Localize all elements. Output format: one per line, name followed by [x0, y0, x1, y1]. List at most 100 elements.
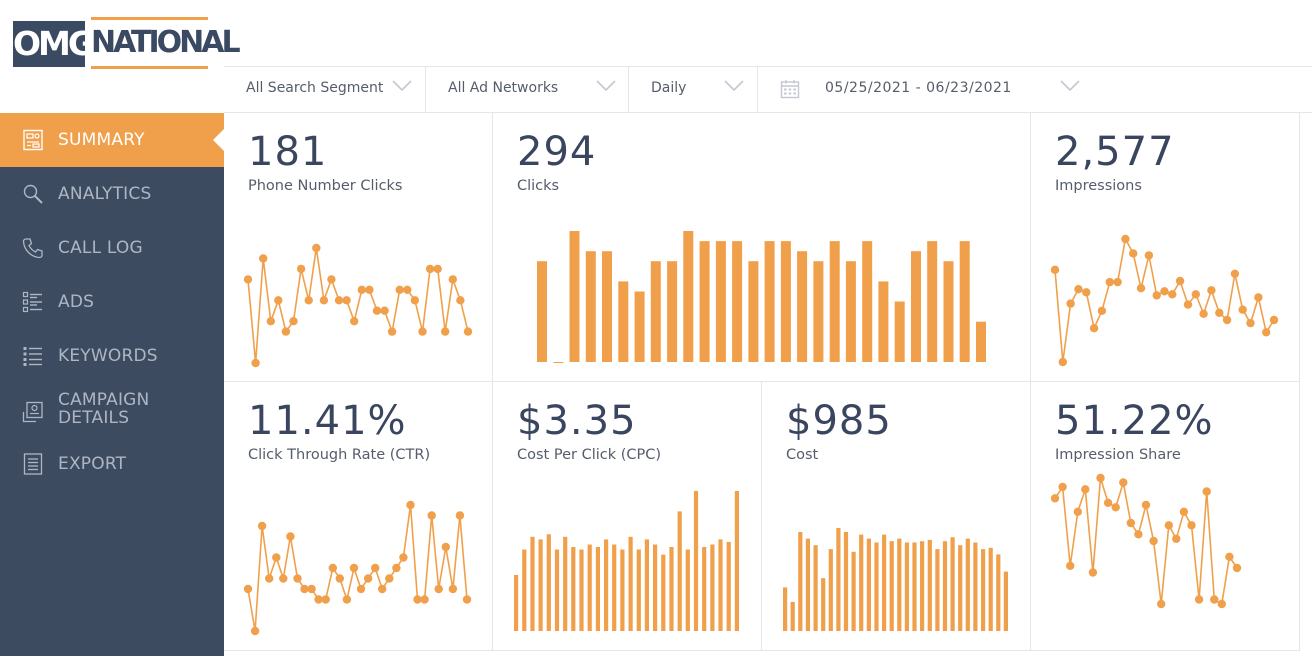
segment-dropdown[interactable]: All Search Segment: [224, 67, 426, 113]
network-dropdown[interactable]: All Ad Networks: [426, 67, 629, 113]
chart-bar: [644, 539, 649, 631]
sidebar-item-call-log[interactable]: CALL LOG: [0, 221, 224, 275]
chart-point: [1269, 315, 1279, 325]
sidebar-item-label: ANALYTICS: [58, 184, 152, 204]
chart-bar: [780, 241, 791, 362]
chart-point: [266, 317, 275, 326]
chart-point: [387, 327, 397, 336]
chart-point: [365, 285, 374, 294]
chart-point: [279, 574, 288, 583]
chart-bar: [904, 542, 909, 631]
sidebar-item-campaign-details[interactable]: CAMPAIGN DETAILS: [0, 383, 224, 437]
chart-line: [247, 504, 468, 632]
chart-point: [395, 285, 404, 294]
chart-point: [1262, 328, 1271, 337]
chevron-down-icon: [724, 80, 744, 92]
chart-point: [1183, 300, 1193, 309]
metric-card-clicks: 294 Clicks: [493, 113, 1031, 382]
chart-point: [463, 327, 473, 336]
chart-bar: [843, 532, 849, 631]
chart-bar: [797, 251, 808, 362]
chart-point: [448, 275, 457, 284]
chart-point: [356, 584, 366, 594]
metric-value: 181: [248, 129, 328, 175]
chart-point: [1187, 521, 1196, 530]
chart-point: [1149, 536, 1158, 546]
chart-point: [1172, 534, 1181, 543]
chart-point: [1082, 288, 1091, 297]
chart-point: [1225, 552, 1234, 561]
chart-point: [286, 532, 295, 541]
chart-point: [1141, 500, 1151, 510]
chart-point: [1097, 306, 1107, 315]
chart-bar: [585, 251, 596, 362]
sidebar-item-analytics[interactable]: ANALYTICS: [0, 167, 224, 221]
chart-point: [342, 296, 351, 305]
sparkline-chart: [1050, 234, 1279, 367]
chart-bar: [571, 547, 576, 631]
sidebar-item-export[interactable]: EXPORT: [0, 437, 224, 491]
metric-card-ctr: 11.41% Click Through Rate (CTR): [224, 382, 493, 651]
metric-value: 11.41%: [248, 398, 407, 444]
metric-label: Phone Number Clicks: [248, 178, 403, 194]
chart-point: [433, 264, 442, 274]
chart-point: [434, 584, 443, 594]
chart-point: [380, 306, 389, 315]
interval-dropdown[interactable]: Daily: [629, 67, 758, 113]
chart-point: [342, 595, 352, 604]
metric-card-impressions: 2,577 Impressions: [1031, 113, 1300, 382]
chart-bar: [976, 321, 986, 362]
chart-point: [403, 285, 412, 294]
logo-omg-text: OMG: [13, 21, 95, 67]
chart-bar: [783, 587, 788, 631]
chart-point: [312, 243, 321, 253]
chart-bar: [959, 241, 970, 362]
chart-bar: [866, 538, 871, 631]
chart-point: [1230, 269, 1240, 278]
sidebar-item-keywords[interactable]: KEYWORDS: [0, 329, 224, 383]
chart-point: [251, 358, 260, 368]
chevron-down-icon: [596, 80, 616, 92]
chart-bar: [634, 291, 645, 362]
metric-value: 294: [517, 129, 597, 175]
chart-point: [250, 626, 260, 636]
chart-point: [1050, 265, 1060, 274]
chart-point: [265, 574, 274, 583]
chart-point: [1089, 324, 1099, 333]
chart-bar: [579, 549, 584, 631]
chart-point: [281, 327, 291, 336]
chart-point: [289, 317, 298, 326]
list-icon: [22, 291, 42, 313]
chart-point: [1246, 318, 1255, 328]
chart-bar: [813, 545, 818, 631]
logo[interactable]: OMG NATIONAL: [13, 17, 241, 69]
metric-label: Impressions: [1055, 178, 1142, 194]
date-range-picker[interactable]: 05/25/2021 - 06/23/2021: [758, 67, 1312, 113]
metric-value: 51.22%: [1055, 398, 1214, 444]
chart-bar: [845, 261, 856, 362]
sidebar-item-summary[interactable]: SUMMARY: [0, 113, 225, 167]
metric-card-phone-clicks: 181 Phone Number Clicks: [224, 113, 493, 382]
chart-point: [1119, 478, 1128, 487]
metric-card-cpc: $3.35 Cost Per Click (CPC): [493, 382, 762, 651]
metric-label: Cost: [786, 447, 819, 463]
chart-point: [363, 574, 373, 583]
sidebar-item-ads[interactable]: ADS: [0, 275, 224, 329]
chart-line: [247, 247, 469, 364]
chart-bar: [958, 545, 963, 631]
chart-bar: [677, 511, 682, 631]
chart-point: [1152, 291, 1161, 300]
chart-point: [1058, 482, 1067, 492]
chart-point: [1238, 305, 1247, 314]
chart-point: [378, 584, 387, 594]
chart-bar: [538, 539, 543, 631]
chart-bar: [734, 491, 739, 631]
chart-bar: [699, 241, 710, 362]
sparkline-chart: [1050, 473, 1242, 609]
chart-point: [1160, 287, 1169, 296]
chart-point: [441, 542, 450, 552]
chart-bar: [942, 541, 948, 631]
chart-bar: [667, 261, 678, 362]
chart-point: [1105, 277, 1114, 287]
chart-point: [243, 275, 253, 284]
